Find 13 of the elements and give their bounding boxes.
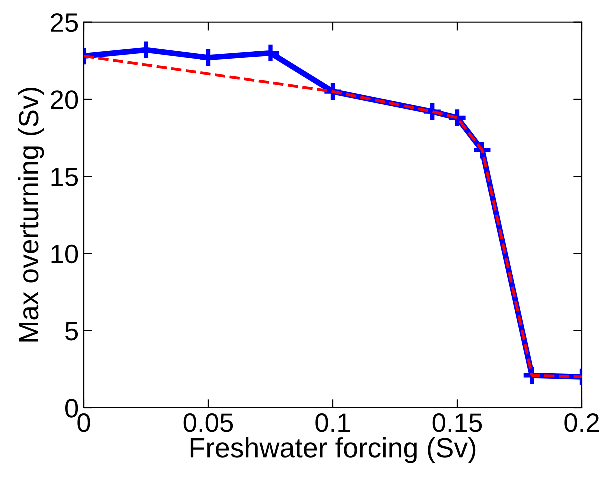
x-tick-label: 0.05 xyxy=(184,414,234,432)
x-axis-title: Freshwater forcing (Sv) xyxy=(190,437,476,464)
y-tick-label: 0 xyxy=(65,399,78,418)
x-tick-label: 0.15 xyxy=(432,414,482,432)
y-tick-label: 20 xyxy=(51,90,78,110)
y-tick-label: 5 xyxy=(66,322,78,341)
x-tick-label: 0 xyxy=(78,414,90,432)
y-tick-label: 10 xyxy=(52,244,78,264)
y-tick-label: 15 xyxy=(52,168,78,186)
y-tick-label: 25 xyxy=(51,14,78,32)
x-tick-label: 0.2 xyxy=(564,414,600,432)
x-tick-label: 0.1 xyxy=(316,414,350,432)
y-axis-title: Max overturning (Sv) xyxy=(18,88,44,342)
